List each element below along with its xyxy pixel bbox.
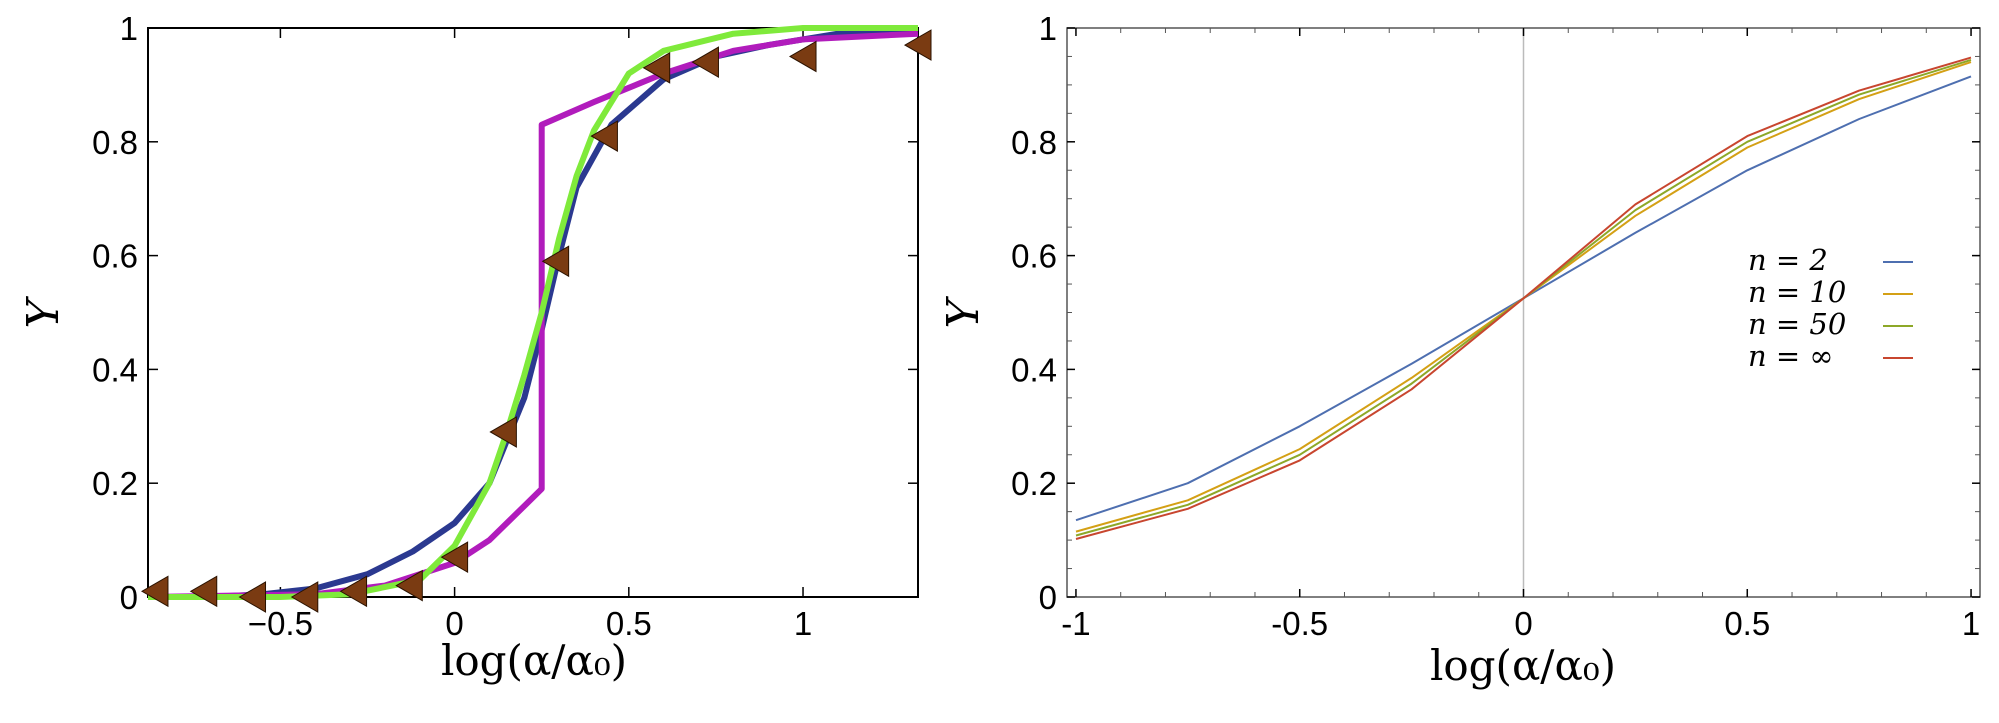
legend-label: n = ∞ [1748,339,1834,373]
y-tick-label: 0 [1039,579,1057,616]
triangle-marker [238,581,267,613]
legend-label: n = 50 [1748,307,1846,341]
x-tick-label: −0.5 [248,605,313,642]
chart-1: −0.5 0 0.5 1 0 0.2 0.4 0.6 0.8 1 log(α/α₀) Y [18,10,932,685]
triangle-marker [642,51,671,84]
triangle-marker [789,40,817,73]
triangle-marker [541,245,570,278]
x-tick-label: 1 [794,605,812,642]
triangle-marker [489,416,517,448]
triangle-marker [290,581,319,613]
legend-label: n = 2 [1748,243,1828,277]
series-line-2 [147,30,919,600]
y-tick-label: 0.4 [1011,351,1057,388]
x-axis-label: log(α/α₀) [441,636,627,685]
series-line-1 [148,25,919,600]
chart-2: -1 -0.5 0 0.5 1 0 0.2 0.4 0.6 0.8 1 log(α/α₀) Yn = 2… [938,10,1981,690]
x-tick-label: 0 [445,605,463,642]
x-tick-label: 0.5 [606,605,652,642]
plot-frame [147,27,919,598]
triangle-marker [339,575,368,608]
triangle-marker [691,46,719,79]
x-tick-label: -1 [1061,605,1090,642]
y-tick-label: 0.8 [1011,124,1057,161]
x-tick-label: 1 [1962,605,1980,642]
y-tick-label: 0.8 [92,124,138,161]
legend-label: n = 10 [1748,275,1846,309]
x-tick-label: -0.5 [1271,605,1328,642]
triangle-marker [395,569,423,602]
y-tick-label: 0.6 [1011,238,1057,275]
y-tick-label: 0 [120,579,138,616]
y-tick-label: 0.2 [1011,465,1057,502]
triangle-marker [189,575,218,608]
y-axis-label: Y [18,296,69,329]
y-tick-label: 1 [120,10,138,47]
y-tick-label: 0.6 [92,238,138,275]
y-tick-label: 0.4 [92,351,138,388]
triangle-marker [590,120,618,152]
y-tick-label: 1 [1039,10,1057,47]
triangle-marker [903,29,932,61]
series-line-4 [1075,56,1972,540]
x-axis-label: log(α/α₀) [1430,641,1616,690]
triangle-marker [440,541,469,574]
y-tick-label: 0.2 [92,465,138,502]
x-tick-label: 0.5 [1724,605,1770,642]
x-tick-label: 0 [1514,605,1532,642]
triangle-marker [140,575,169,608]
y-axis-label: Y [938,296,989,329]
series-line-3 [148,25,918,600]
